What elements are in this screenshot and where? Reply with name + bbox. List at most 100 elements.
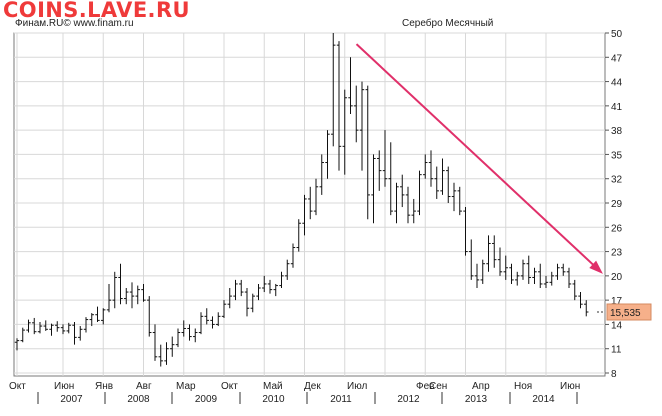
ohlc-bar <box>319 154 324 195</box>
x-month-label: Май <box>263 381 283 392</box>
ohlc-bar <box>308 186 313 220</box>
y-tick-label: 47 <box>611 53 623 64</box>
ohlc-bar <box>325 130 330 179</box>
y-tick-label: 50 <box>611 29 623 40</box>
y-axis-ticks: 8 11 14 17 20 23 26 29 32 35 38 41 44 47 50 <box>605 29 623 380</box>
y-tick-label: 20 <box>611 272 623 283</box>
ohlc-bar <box>336 41 342 171</box>
ohlc-bar <box>124 288 129 305</box>
x-year-label: 2011 <box>330 394 352 405</box>
ohlc-bar <box>43 320 48 331</box>
ohlc-bar <box>434 166 439 199</box>
ohlc-bar <box>428 150 434 187</box>
ohlc-bar <box>377 150 382 191</box>
ohlc-bar <box>221 300 227 318</box>
ohlc-bar <box>267 279 273 294</box>
ohlc-bar <box>55 321 60 332</box>
ohlc-bar <box>296 219 301 252</box>
ohlc-bar <box>509 263 514 284</box>
ohlc-bar <box>302 194 307 236</box>
ohlc-bar <box>474 263 480 288</box>
ohlc-bar <box>480 259 485 284</box>
ohlc-bar <box>129 282 135 309</box>
ohlc-bar <box>210 316 215 329</box>
ohlc-bar <box>549 271 554 286</box>
ohlc-bar <box>273 283 278 297</box>
ohlc-bar <box>26 319 31 333</box>
x-year-label: 2014 <box>532 394 555 405</box>
x-month-label: Авг <box>136 381 152 392</box>
ohlc-bar <box>492 235 497 268</box>
y-tick-label: 35 <box>611 150 623 161</box>
ohlc-bar <box>147 296 152 337</box>
ohlc-bar <box>451 182 457 212</box>
trend-line <box>355 43 602 273</box>
ohlc-bar <box>101 308 106 325</box>
ohlc-bar <box>227 288 232 309</box>
ohlc-bar <box>60 324 66 335</box>
ohlc-bar <box>382 130 388 187</box>
ohlc-bar <box>388 142 393 216</box>
ohlc-bar <box>14 338 20 351</box>
ohlc-bars <box>14 33 589 367</box>
ohlc-bar <box>515 271 520 286</box>
x-month-label: Фев <box>416 381 434 392</box>
ohlc-bar <box>486 235 491 272</box>
ohlc-bar <box>331 33 336 147</box>
y-tick-label: 41 <box>611 102 623 113</box>
ohlc-bar <box>158 344 163 367</box>
ohlc-bar <box>417 170 422 216</box>
y-tick-label: 14 <box>611 320 623 331</box>
ohlc-bar <box>359 81 365 171</box>
x-month-label: Июл <box>347 381 367 392</box>
ohlc-bar <box>141 283 146 302</box>
ohlc-bar <box>32 317 37 335</box>
y-tick-label: 8 <box>611 369 617 380</box>
ohlc-bar <box>532 267 537 284</box>
ohlc-bar <box>405 186 411 224</box>
ohlc-bar <box>49 323 54 336</box>
ohlc-bar <box>503 255 508 280</box>
ohlc-bar <box>290 243 296 268</box>
ohlc-bar <box>285 259 290 280</box>
ohlc-bar <box>423 154 428 179</box>
x-month-label: Окт <box>221 381 238 392</box>
ohlc-bar <box>313 178 319 216</box>
y-tick-label: 29 <box>611 199 623 210</box>
ohlc-bar <box>89 313 94 327</box>
ohlc-bar <box>216 312 221 327</box>
y-tick-label: 26 <box>611 223 623 234</box>
ohlc-bar <box>106 283 112 313</box>
ohlc-bar <box>175 328 181 348</box>
x-year-label: 2012 <box>397 394 420 405</box>
ohlc-bar <box>566 267 572 288</box>
ohlc-bar <box>561 263 566 276</box>
x-month-label: Июн <box>560 381 580 392</box>
last-price-box <box>606 303 652 321</box>
ohlc-bar <box>72 322 77 345</box>
ohlc-bar <box>66 322 71 334</box>
ohlc-bar <box>118 263 123 305</box>
x-year-label: 2008 <box>127 394 150 405</box>
ohlc-bar <box>37 322 43 334</box>
ohlc-bar <box>244 288 250 317</box>
ohlc-bar <box>193 328 198 343</box>
ohlc-bar <box>187 324 192 341</box>
x-year-label: 2010 <box>262 394 285 405</box>
ohlc-bar <box>83 317 89 333</box>
ohlc-bar <box>135 285 140 305</box>
last-price-marker: 15,535 <box>597 303 652 321</box>
ohlc-bar <box>497 247 503 276</box>
trend-arrowhead <box>589 260 603 274</box>
ohlc-bar <box>463 207 468 256</box>
ohlc-bar <box>170 336 175 357</box>
ohlc-bar <box>538 263 543 288</box>
ohlc-bar <box>279 271 284 288</box>
ohlc-bar <box>20 327 25 343</box>
ohlc-bar <box>233 279 238 301</box>
ohlc-bar <box>365 85 370 220</box>
ohlc-bar <box>262 275 267 293</box>
